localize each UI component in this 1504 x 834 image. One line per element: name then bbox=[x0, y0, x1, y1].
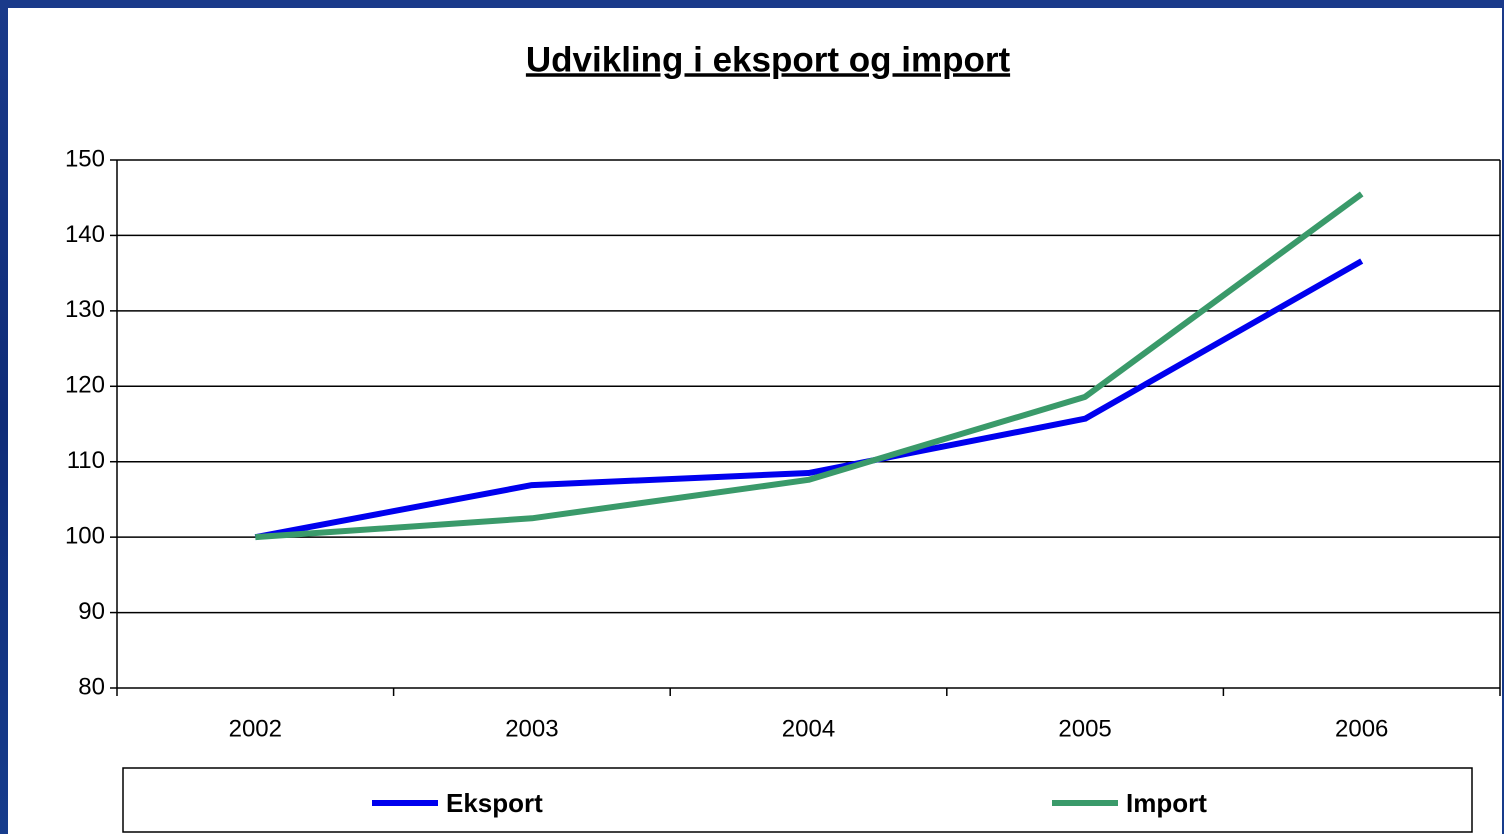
y-tick-label: 100 bbox=[65, 522, 105, 549]
x-tick-label: 2005 bbox=[1058, 715, 1111, 742]
x-tick-label: 2006 bbox=[1335, 715, 1388, 742]
line-series bbox=[254, 258, 1364, 541]
line-series bbox=[255, 191, 1364, 541]
legend-box bbox=[122, 767, 1473, 833]
y-tick-label: 80 bbox=[78, 673, 105, 700]
y-tick-label: 130 bbox=[65, 296, 105, 323]
x-tick-label: 2004 bbox=[782, 715, 835, 742]
y-tick-label: 150 bbox=[65, 145, 105, 172]
x-tick-label: 2002 bbox=[229, 715, 282, 742]
y-tick-label: 90 bbox=[78, 598, 105, 625]
chart-panel bbox=[8, 8, 1502, 834]
legend-label: Import bbox=[1126, 788, 1207, 818]
y-tick-label: 140 bbox=[65, 221, 105, 248]
y-tick-label: 110 bbox=[67, 447, 105, 474]
x-tick-label: 2003 bbox=[505, 715, 558, 742]
chart-title: Udvikling i eksport og import bbox=[526, 40, 1011, 79]
legend-label: Eksport bbox=[446, 788, 543, 818]
y-tick-label: 120 bbox=[65, 372, 105, 399]
